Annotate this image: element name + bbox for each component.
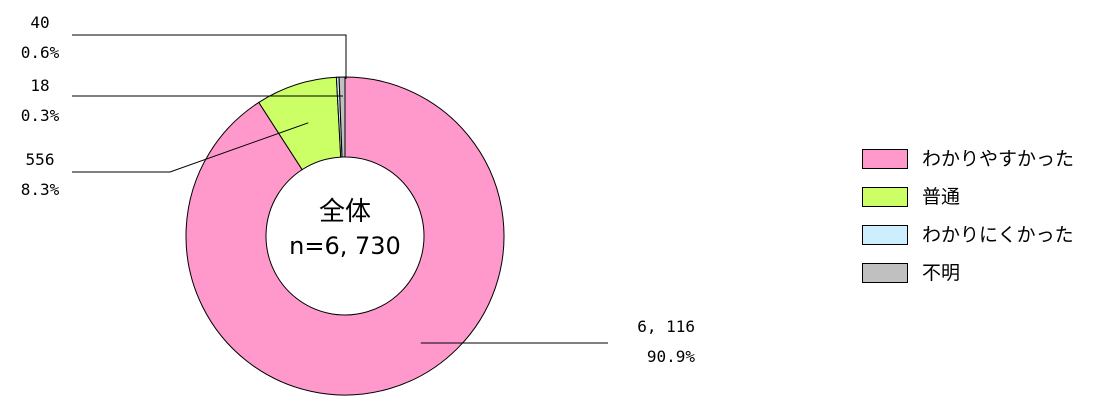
data-label-percent-wakariyasukatta: 90.9%: [647, 347, 696, 366]
legend-label: 普通: [922, 186, 961, 208]
legend-label: わかりやすかった: [922, 148, 1075, 170]
slice-wakariyasukatta: [185, 76, 505, 396]
data-label-count-fumei: 40: [30, 13, 49, 32]
legend-swatch: [862, 149, 908, 169]
data-label-count-wakariyasukatta: 6, 116: [637, 317, 695, 336]
data-label-count-wakarinikukatta: 18: [30, 76, 49, 95]
data-label-percent-fumei: 0.6%: [21, 43, 60, 62]
center-subtitle: n=6, 730: [289, 232, 401, 260]
legend-item-wakariyasukatta: わかりやすかった: [862, 148, 1074, 170]
leader-line-futsu: [72, 122, 309, 173]
data-label-percent-wakarinikukatta: 0.3%: [21, 106, 60, 125]
leader-lines: [72, 34, 608, 344]
legend-label: わかりにくかった: [922, 224, 1074, 246]
legend-swatch: [862, 187, 908, 207]
legend-item-fumei: 不明: [862, 262, 1074, 284]
legend-swatch: [862, 263, 908, 283]
slice-fumei: [338, 76, 346, 158]
data-labels: 6, 116 90.9% 556 8.3% 18 0.3% 40 0.6%: [21, 13, 696, 366]
center-title: 全体: [319, 197, 371, 227]
legend-label: 不明: [922, 262, 961, 284]
legend-item-wakarinikukatta: わかりにくかった: [862, 224, 1074, 246]
legend-swatch: [862, 225, 908, 245]
data-label-percent-futsu: 8.3%: [21, 180, 60, 199]
leader-line-fumei: [72, 34, 347, 79]
data-label-count-futsu: 556: [26, 150, 55, 169]
legend: わかりやすかった 普通 わかりにくかった 不明: [862, 148, 1074, 300]
legend-item-futsu: 普通: [862, 186, 1074, 208]
donut-slices: [185, 76, 505, 396]
